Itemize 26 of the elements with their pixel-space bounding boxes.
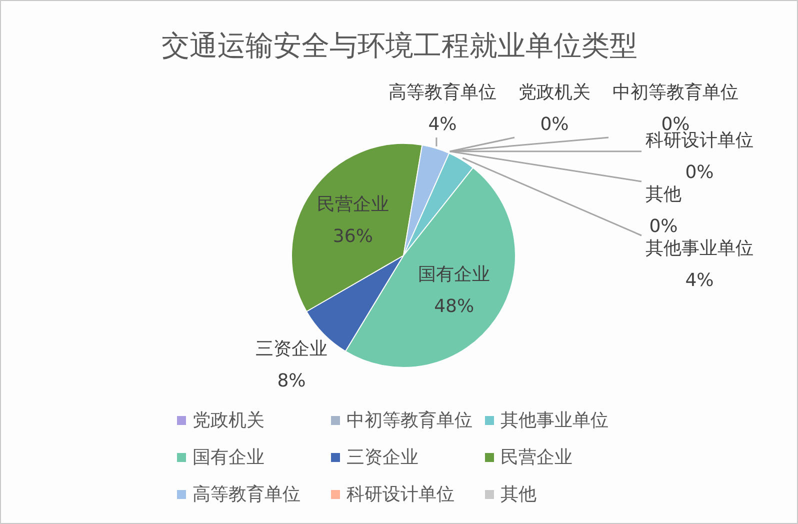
legend-label: 三资企业 (346, 447, 418, 468)
data-label: 8% (277, 370, 306, 392)
chart-title: 交通运输安全与环境工程就业单位类型 (162, 29, 638, 62)
slice-label: 三资企业 (255, 338, 328, 360)
legend-label: 高等教育单位 (192, 484, 300, 505)
legend-label: 中初等教育单位 (346, 410, 472, 431)
category-label: 中初等教育单位 (612, 82, 738, 103)
data-label: 36% (332, 226, 373, 247)
legend-label: 国有企业 (192, 447, 264, 468)
slice-label: 高等教育单位 (388, 82, 496, 103)
legend-label: 其他 (500, 484, 536, 505)
legend-label: 科研设计单位 (346, 484, 454, 505)
data-label: 48% (434, 296, 474, 318)
data-label: 4% (685, 270, 714, 291)
text: 0% (685, 162, 714, 183)
category-label: 其他 (646, 184, 682, 205)
legend-label: 其他事业单位 (500, 410, 608, 431)
category-label: 党政机关 (518, 82, 590, 103)
slice-label: 其他事业单位 (646, 238, 754, 259)
legend-label: 民营企业 (500, 447, 572, 468)
data-label: 4% (428, 114, 457, 135)
slice-label: 民营企业 (316, 194, 389, 215)
text: 0% (540, 114, 569, 135)
text: 0% (649, 216, 678, 237)
slice-label: 国有企业 (418, 264, 490, 286)
legend-label: 党政机关 (192, 410, 264, 431)
